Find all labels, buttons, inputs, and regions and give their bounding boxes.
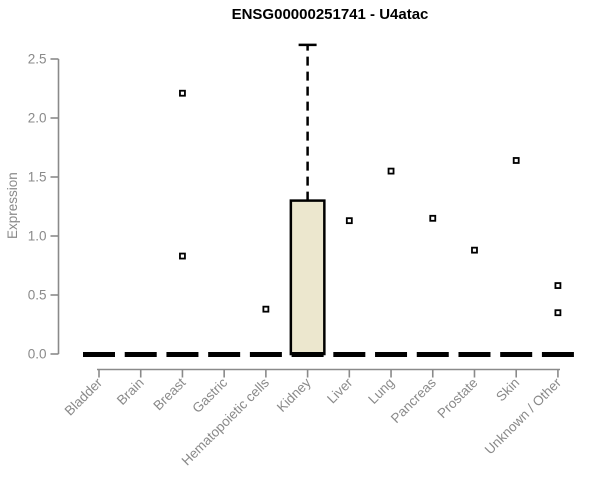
- outlier-point-pancreas: [429, 214, 437, 222]
- outlier-point-breast: [179, 252, 186, 260]
- x-tick-label-kidney: Kidney: [274, 375, 314, 415]
- outlier-point-hematopoietic-cells: [262, 305, 270, 313]
- outlier-point-liver: [345, 217, 353, 225]
- x-tick-label-lung: Lung: [365, 375, 397, 407]
- x-tick-label-brain: Brain: [114, 375, 147, 408]
- median-bar-pancreas: [416, 352, 449, 357]
- median-bar-bladder: [83, 352, 115, 357]
- median-bar-lung: [375, 352, 408, 357]
- median-bar-prostate: [458, 352, 491, 357]
- median-bar-unknown-other: [541, 352, 574, 357]
- x-tick-label-bladder: Bladder: [62, 375, 106, 419]
- median-bar-gastric: [208, 352, 241, 357]
- outlier-point-unknown-other: [554, 282, 562, 289]
- y-tick-label: 0.0: [28, 347, 47, 362]
- y-tick-label: 2.5: [28, 52, 47, 67]
- median-bar-hematopoietic-cells: [249, 352, 282, 357]
- y-tick-label: 1.5: [28, 170, 47, 185]
- x-tick-label-breast: Breast: [150, 375, 188, 413]
- x-tick-label-unknown-other: Unknown / Other: [482, 375, 565, 458]
- median-bar-skin: [500, 352, 533, 357]
- median-bar-breast: [166, 352, 199, 357]
- outlier-point-prostate: [471, 246, 478, 254]
- outlier-point-skin: [512, 157, 520, 164]
- median-bar-liver: [333, 352, 366, 357]
- x-tick-label-prostate: Prostate: [434, 375, 480, 421]
- y-tick-label: 2.0: [28, 111, 47, 126]
- box-kidney: [289, 199, 326, 356]
- outlier-point-breast: [179, 89, 186, 97]
- y-tick-label: 1.0: [28, 229, 47, 244]
- x-tick-label-skin: Skin: [493, 375, 522, 404]
- median-bar-kidney: [291, 352, 324, 357]
- y-tick-label: 0.5: [28, 288, 47, 303]
- x-tick-label-liver: Liver: [324, 375, 356, 407]
- chart-title: ENSG00000251741 - U4atac: [231, 6, 429, 23]
- x-tick-label-pancreas: Pancreas: [388, 375, 439, 426]
- median-bar-brain: [124, 352, 157, 357]
- outlier-point-lung: [387, 167, 395, 175]
- outlier-point-unknown-other: [554, 309, 562, 317]
- x-tick-label-gastric: Gastric: [189, 375, 230, 416]
